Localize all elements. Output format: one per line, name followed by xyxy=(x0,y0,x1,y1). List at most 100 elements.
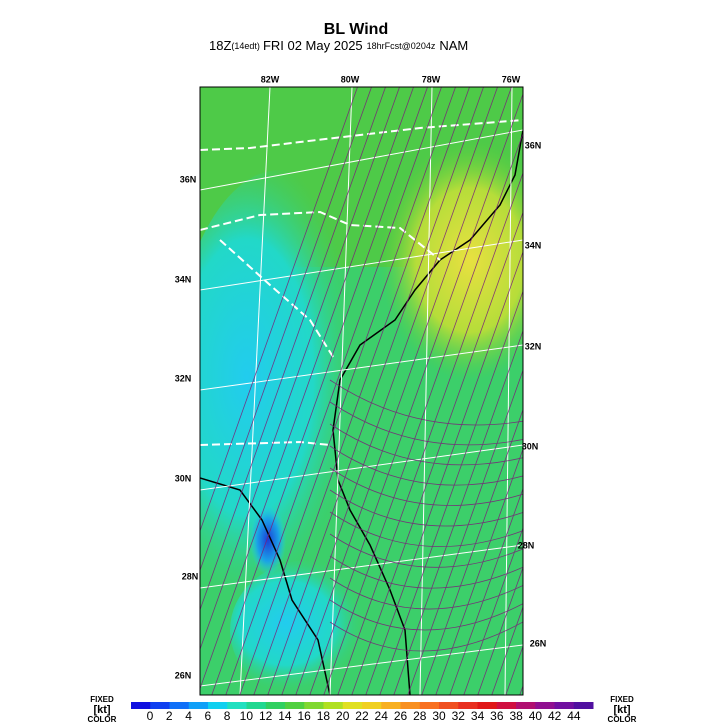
streamline xyxy=(519,684,523,695)
streamline xyxy=(200,87,400,651)
state-border xyxy=(200,119,523,151)
colorbar-label: 36 xyxy=(490,709,504,723)
colorbar-swatch xyxy=(285,702,305,709)
lat-label: 30N xyxy=(522,441,539,451)
run: 18Z xyxy=(209,38,231,53)
colorbar-unit: COLOR xyxy=(88,715,117,724)
lat-label: 36N xyxy=(525,140,542,150)
colorbar-swatch xyxy=(304,702,324,709)
lat-label: 32N xyxy=(525,341,542,351)
colorbar-label: 8 xyxy=(224,709,231,723)
streamline xyxy=(329,489,523,527)
colorbar-label: 40 xyxy=(529,709,543,723)
lat-label: 26N xyxy=(530,638,547,648)
streamline xyxy=(463,527,523,695)
colorbar-label: 32 xyxy=(452,709,466,723)
streamline xyxy=(435,448,523,695)
colorbar-swatch xyxy=(554,702,575,709)
colorbar-swatch xyxy=(227,702,247,709)
colorbar-label: 16 xyxy=(297,709,311,723)
streamline xyxy=(253,87,470,695)
colorbar-swatch xyxy=(131,702,151,709)
colorbar-swatch xyxy=(439,702,459,709)
colorbar-label: 22 xyxy=(355,709,369,723)
lat-label: 30N xyxy=(175,473,192,483)
streamline xyxy=(329,467,523,506)
map-field xyxy=(200,87,523,695)
colorbar-swatch xyxy=(477,702,498,709)
subtitle: 18Z(14edt) FRI 02 May 2025 18hrFcst@0204z N… xyxy=(209,38,468,53)
map-frame xyxy=(199,86,524,696)
colorbar-label: 6 xyxy=(204,709,211,723)
colorbar-unit: FIXED xyxy=(90,695,114,704)
colorbar-label: 28 xyxy=(413,709,427,723)
streamline xyxy=(329,599,523,631)
streamline xyxy=(449,488,523,695)
colorbar-unit: [kt] xyxy=(93,704,110,716)
streamline xyxy=(200,87,414,690)
forecast: 18hrFcst@0204z xyxy=(367,41,436,51)
colorbar-label: 24 xyxy=(375,709,389,723)
streamline xyxy=(329,423,523,466)
lat-label: 28N xyxy=(182,571,199,581)
lat-label: 34N xyxy=(525,240,542,250)
streamline xyxy=(379,290,523,695)
streamline xyxy=(200,87,372,573)
colorbar-swatch xyxy=(342,702,363,709)
colorbar-swatch xyxy=(573,702,594,709)
colorbar-label: 20 xyxy=(336,709,350,723)
lat-label: 36N xyxy=(180,174,197,184)
colorbar-swatch xyxy=(265,702,286,709)
coastline xyxy=(332,129,523,695)
streamline xyxy=(365,251,523,695)
colorbar-swatch xyxy=(458,702,478,709)
streamline xyxy=(329,379,523,426)
streamline xyxy=(421,409,523,695)
colorbar-swatch xyxy=(188,702,209,709)
colorbar-swatch xyxy=(208,702,228,709)
colorbar-label: 0 xyxy=(147,709,154,723)
graticule xyxy=(200,87,523,695)
lon-label: 78W xyxy=(422,74,441,84)
colorbar-label: 34 xyxy=(471,709,485,723)
streamlines xyxy=(200,87,523,695)
gulf-coast xyxy=(200,477,331,695)
lat-label: 28N xyxy=(518,540,535,550)
streamline xyxy=(267,87,484,695)
colorbar-swatch xyxy=(516,702,536,709)
colorbar-label: 30 xyxy=(432,709,446,723)
local-time: (14edt) xyxy=(231,41,260,51)
state-border xyxy=(200,210,441,261)
streamline xyxy=(211,87,428,695)
streamline xyxy=(393,330,523,695)
colorbar-label: 42 xyxy=(548,709,562,723)
streamline xyxy=(407,369,523,695)
streamline xyxy=(491,606,523,695)
colorbar-swatch xyxy=(496,702,517,709)
colorbar-unit: FIXED xyxy=(610,695,634,704)
streamline xyxy=(329,533,523,568)
lat-label: 32N xyxy=(175,373,192,383)
lon-label: 76W xyxy=(502,74,521,84)
model: NAM xyxy=(439,38,468,53)
streamline xyxy=(309,92,523,695)
lon-label: 80W xyxy=(341,74,360,84)
streamline xyxy=(281,87,498,695)
lat-label: 26N xyxy=(175,670,192,680)
title: BL Wind xyxy=(324,21,388,38)
date: FRI 02 May 2025 xyxy=(263,38,363,53)
colorbar-unit: [kt] xyxy=(613,704,630,716)
streamline xyxy=(200,87,386,612)
lon-label: 82W xyxy=(261,74,280,84)
colorbar-swatch xyxy=(362,702,382,709)
streamline xyxy=(329,555,523,589)
colorbar-swatch xyxy=(419,702,440,709)
colorbar-label: 44 xyxy=(567,709,581,723)
colorbar-label: 2 xyxy=(166,709,173,723)
colorbar-swatch xyxy=(400,702,421,709)
map-labels: 82W 80W 78W 76W 36N 34N 32N 30N 28N 26N 36N 34N 32N 3… xyxy=(175,74,547,680)
streamline xyxy=(200,87,358,533)
state-border xyxy=(200,440,331,446)
streamline xyxy=(329,401,523,446)
